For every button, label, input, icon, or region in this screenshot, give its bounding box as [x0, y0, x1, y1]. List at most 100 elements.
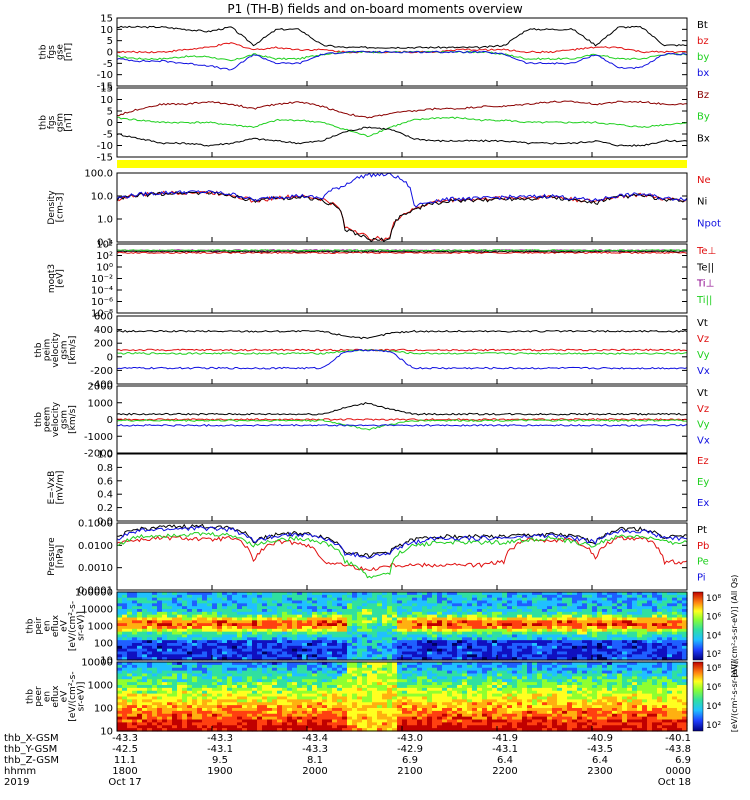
spectrogram-cell: [147, 592, 153, 596]
ylabel-line: thb: [26, 689, 36, 704]
spectrogram-cell: [402, 713, 408, 718]
spectrogram-cell: [567, 617, 573, 621]
spectrogram-cell: [132, 637, 138, 641]
spectrogram-cell: [237, 651, 243, 655]
spectrogram-cell: [607, 654, 613, 658]
spectrogram-cell: [332, 662, 338, 666]
legend-Vz: Vz: [697, 404, 709, 415]
spectrogram-cell: [252, 679, 258, 683]
legend-Ti||: Ti||: [696, 295, 712, 306]
spectrogram-cell: [182, 603, 188, 607]
spectrogram-cell: [177, 716, 183, 721]
spectrogram-cell: [197, 640, 203, 644]
spectrogram-cell: [162, 708, 168, 712]
spectrogram-cell: [312, 634, 318, 638]
spectrogram-cell: [187, 679, 193, 683]
spectrogram-cell: [222, 662, 228, 666]
spectrogram-cell: [167, 676, 173, 680]
spectrogram-cell: [187, 592, 193, 596]
spectrogram-cell: [612, 611, 618, 616]
spectrogram-cell: [207, 614, 213, 619]
spectrogram-cell: [162, 645, 168, 650]
spectrogram-cell: [237, 631, 243, 636]
spectrogram-cell: [347, 696, 353, 700]
spectrogram-cell: [232, 687, 238, 692]
spectrogram-cell: [332, 628, 338, 633]
spectrogram-cell: [182, 626, 188, 630]
spectrogram-cell: [532, 626, 538, 630]
spectrogram-cell: [267, 710, 273, 715]
spectrogram-cell: [377, 623, 383, 627]
spectrogram-cell: [402, 609, 408, 613]
legend-bz: bz: [697, 36, 709, 47]
spectrogram-cell: [337, 654, 343, 658]
spectrogram-cell: [262, 722, 268, 726]
spectrogram-cell: [202, 690, 208, 695]
spectrogram-cell: [142, 626, 148, 630]
spectrogram-cell: [302, 699, 308, 703]
spectrogram-cell: [202, 719, 208, 723]
spectrogram-cell: [382, 708, 388, 712]
spectrogram-cell: [172, 620, 178, 624]
spectrogram-cell: [222, 600, 228, 604]
spectrogram-cell: [302, 606, 308, 610]
spectrogram-cell: [292, 617, 298, 621]
spectrogram-cell: [177, 693, 183, 698]
spectrogram-cell: [272, 693, 278, 698]
spectrogram-cell: [227, 679, 233, 683]
spectrogram-cell: [137, 654, 143, 658]
spectrogram-cell: [517, 643, 523, 647]
spectrogram-cell: [342, 648, 348, 653]
spectrogram-cell: [182, 592, 188, 596]
spectrogram-cell: [472, 611, 478, 616]
spectrogram-cell: [527, 611, 533, 616]
spectrogram-cell: [262, 609, 268, 613]
spectrogram-cell: [512, 716, 518, 721]
spectrogram-cell: [607, 617, 613, 621]
spectrogram-cell: [387, 708, 393, 712]
spectrogram-cell: [392, 603, 398, 607]
spectrogram-cell: [487, 713, 493, 718]
spectrogram-cell: [237, 702, 243, 706]
spectrogram-cell: [237, 600, 243, 604]
spectrogram-cell: [317, 614, 323, 619]
spectrogram-cell: [207, 667, 213, 672]
spectrogram-cell: [482, 592, 488, 596]
spectrogram-cell: [337, 645, 343, 650]
spectrogram-cell: [532, 643, 538, 647]
quality-flag-band: [117, 160, 687, 168]
spectrogram-cell: [432, 614, 438, 619]
spectrogram-cell: [442, 628, 448, 633]
spectrogram-cell: [167, 702, 173, 706]
spectrogram-cell: [667, 654, 673, 658]
spectrogram-cell: [137, 710, 143, 715]
spectrogram-cell: [497, 651, 503, 655]
spectrogram-cell: [162, 679, 168, 683]
spectrogram-cell: [252, 702, 258, 706]
spectrogram-cell: [277, 603, 283, 607]
spectrogram-cell: [372, 648, 378, 653]
spectrogram-cell: [417, 623, 423, 627]
series-line-bz: [116, 42, 688, 54]
spectrogram-cell: [317, 702, 323, 706]
spectrogram-cell: [337, 708, 343, 712]
spectrogram-cell: [572, 645, 578, 650]
spectrogram-cell: [262, 662, 268, 666]
spectrogram-cell: [557, 620, 563, 624]
spectrogram-cell: [322, 676, 328, 680]
spectrogram-cell: [202, 676, 208, 680]
spectrogram-cell: [137, 645, 143, 650]
spectrogram-cell: [532, 603, 538, 607]
spectrogram-cell: [307, 594, 313, 599]
spectrogram-cell: [467, 696, 473, 700]
spectrogram-cell: [312, 708, 318, 712]
panel-peer-spectrogram: 10000100010010thbpeerenefluxeV[eV/(cm²-s…: [26, 658, 740, 738]
spectrogram-cell: [277, 716, 283, 721]
spectrogram-cell: [517, 623, 523, 627]
spectrogram-cell: [377, 609, 383, 613]
spectrogram-cell: [487, 670, 493, 675]
spectrogram-cell: [587, 620, 593, 624]
ytick-label: 10: [100, 95, 113, 106]
spectrogram-cell: [382, 667, 388, 672]
spectrogram-cell: [462, 600, 468, 604]
